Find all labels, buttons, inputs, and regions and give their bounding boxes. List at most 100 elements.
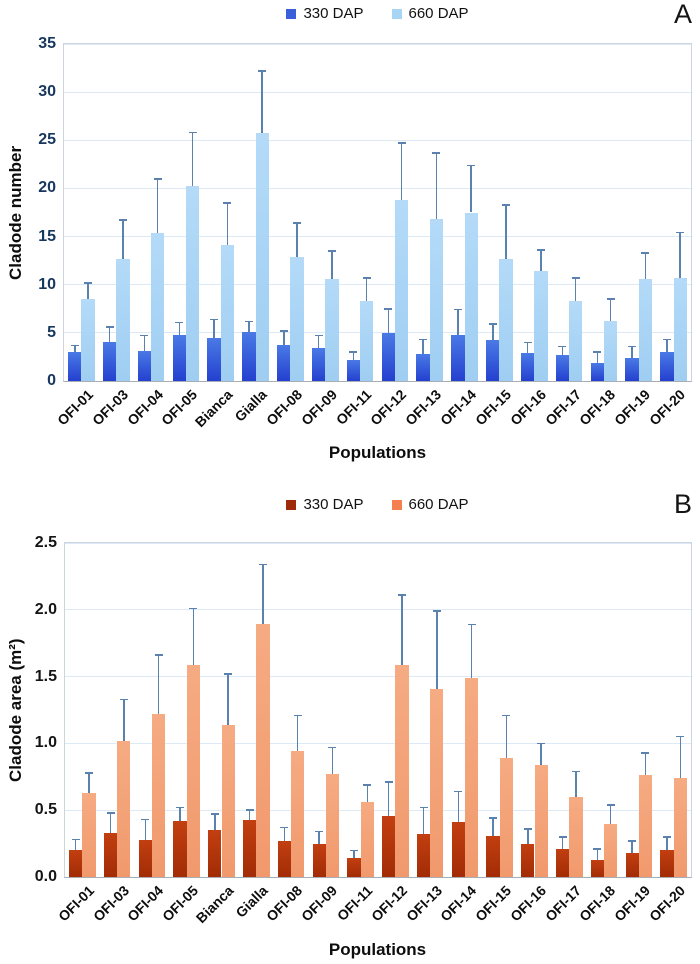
error-bar-cap (628, 345, 637, 348)
error-bar (192, 608, 195, 665)
error-bar (157, 655, 160, 714)
x-tick-label: OFI-20 (646, 882, 689, 925)
error-bar (387, 782, 390, 816)
error-bar-cap (118, 219, 127, 221)
panel-letter-a: A (673, 0, 692, 29)
error-bar (609, 299, 612, 322)
error-bar-cap (349, 351, 358, 353)
bar-330-dap-ofi-13 (416, 834, 431, 877)
x-tick-label: OFI-11 (333, 386, 375, 428)
error-bar-cap (502, 204, 511, 206)
x-tick-label: OFI-09 (298, 882, 341, 925)
x-tick-label: OFI-14 (437, 882, 480, 925)
bar-660-dap-ofi-19 (638, 278, 653, 381)
bar-330-dap-gialla (242, 331, 256, 381)
error-bar (365, 277, 368, 302)
error-bar-cap (105, 326, 114, 328)
panel-letter-b: B (673, 489, 692, 519)
legend-label-660-dap: 660 DAP (408, 496, 469, 513)
x-tick-label: OFI-05 (159, 882, 202, 925)
gridline (65, 676, 691, 678)
bar-330-dap-ofi-05 (173, 820, 187, 877)
legend-swatch-660-dap (391, 499, 402, 510)
error-bar (596, 848, 599, 860)
bar-330-dap-ofi-17 (555, 355, 570, 381)
error-bar (436, 611, 438, 689)
legend-item-330-dap: 330 DAP (286, 496, 364, 513)
error-bar-cap (641, 252, 650, 254)
bar-330-dap-ofi-09 (311, 348, 326, 381)
bar-330-dap-ofi-17 (555, 848, 570, 877)
bar-330-dap-ofi-12 (382, 815, 396, 877)
bar-660-dap-ofi-12 (395, 664, 409, 877)
bar-330-dap-ofi-19 (625, 357, 639, 381)
bar-330-dap-ofi-03 (102, 342, 117, 381)
bar-330-dap-bianca (208, 830, 222, 877)
error-bar-cap (106, 812, 115, 814)
error-bar (457, 791, 460, 823)
y-tick-label: 2.5 (34, 534, 57, 551)
x-tick-label: OFI-19 (611, 386, 654, 429)
error-bar-cap (280, 826, 289, 829)
error-bar-cap (315, 830, 324, 833)
bar-660-dap-ofi-05 (185, 185, 200, 381)
bar-330-dap-ofi-05 (172, 334, 186, 381)
error-bar (644, 252, 647, 279)
bar-660-dap-ofi-18 (603, 321, 618, 381)
x-tick-label: Bianca (192, 882, 237, 927)
error-bar (631, 346, 633, 358)
bar-330-dap-ofi-18 (590, 362, 604, 381)
error-bar (226, 202, 229, 246)
error-bar (248, 810, 251, 820)
bar-330-dap-ofi-14 (451, 334, 465, 381)
error-bar-cap (70, 344, 79, 347)
error-bar-cap (210, 318, 219, 321)
error-bar-cap (71, 838, 80, 841)
error-bar-cap (454, 790, 463, 793)
plot-area-a: 0 5 10 15 20 25 30 35 OFI-01 OFI-03 OFI-04 OFI-05 Bi… (38, 35, 692, 430)
error-bar-cap (558, 836, 567, 838)
error-bar (575, 771, 577, 797)
error-bar-cap (189, 607, 198, 610)
bar-660-dap-ofi-16 (534, 271, 548, 381)
gridline (64, 187, 691, 189)
error-bar-cap (593, 848, 602, 850)
error-bar-cap (188, 131, 197, 134)
x-tick-label: OFI-12 (367, 386, 410, 429)
error-bar-cap (362, 277, 371, 279)
bar-660-dap-ofi-03 (117, 740, 131, 877)
error-bar (470, 624, 473, 678)
error-bar-cap (141, 818, 150, 821)
y-tick-label: 0 (47, 372, 56, 389)
error-bar (666, 339, 668, 353)
error-bar (331, 747, 334, 775)
legend-swatch-330-dap (286, 499, 297, 510)
error-bar (88, 772, 90, 793)
bar-660-dap-ofi-15 (499, 758, 514, 877)
error-bar-cap (84, 282, 93, 284)
bar-330-dap-ofi-04 (138, 839, 152, 877)
bar-330-dap-ofi-01 (69, 850, 83, 877)
error-bar-cap (314, 334, 323, 337)
error-bar (505, 715, 508, 759)
error-bar (366, 784, 368, 803)
error-bar-cap (363, 784, 372, 786)
x-tick-label: OFI-19 (611, 882, 654, 925)
error-bar (283, 827, 286, 841)
bar-330-dap-bianca (207, 337, 221, 381)
error-bar (505, 204, 507, 259)
gridline (64, 236, 691, 238)
error-bar-cap (210, 813, 219, 815)
error-bar-cap (279, 330, 288, 332)
gridline (64, 332, 691, 334)
error-bar-cap (606, 804, 615, 806)
error-bar (178, 322, 181, 335)
error-bar-cap (258, 70, 267, 72)
x-tick-label: OFI-15 (472, 882, 515, 925)
error-bar-cap (176, 806, 185, 809)
bar-660-dap-ofi-15 (499, 258, 513, 381)
error-bar-cap (175, 321, 184, 324)
bar-330-dap-ofi-15 (486, 339, 500, 381)
error-bar (666, 836, 668, 851)
bar-660-dap-ofi-11 (360, 301, 374, 381)
